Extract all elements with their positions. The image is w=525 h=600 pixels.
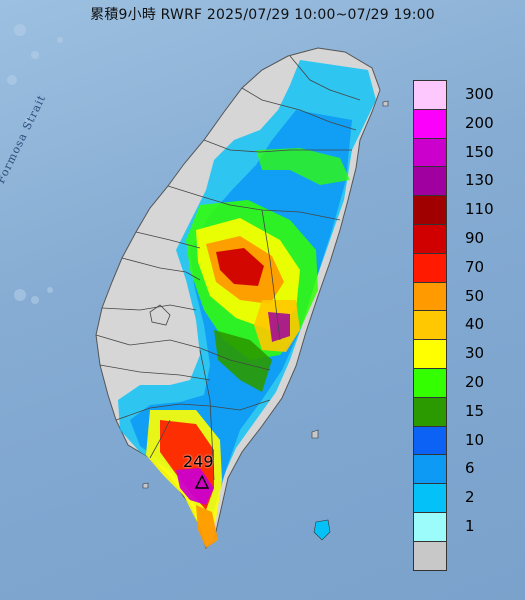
rain-area-south-orange: [196, 505, 218, 548]
legend-label: 90: [465, 229, 485, 247]
max-rainfall-marker-icon: [195, 475, 209, 489]
legend-swatch: [413, 310, 447, 341]
legend-swatch: [413, 195, 447, 225]
legend-label: 20: [465, 373, 485, 391]
sea-texture: [7, 24, 63, 304]
rain-area-south-200: [176, 468, 214, 505]
color-legend: [413, 80, 447, 571]
rain-area-15: [214, 330, 272, 392]
rain-area-70: [216, 248, 264, 286]
legend-swatch: [413, 396, 447, 427]
legend-swatch: [413, 368, 447, 398]
liuqiu-island: [142, 482, 149, 489]
legend-label: 40: [465, 315, 485, 334]
legend-swatch: [413, 224, 447, 254]
legend-swatch: [413, 425, 447, 456]
rain-area-north: [256, 148, 350, 185]
rain-field: [118, 60, 376, 548]
legend-label: 6: [465, 459, 475, 478]
legend-label: 10: [465, 430, 485, 449]
legend-label: 2: [465, 488, 475, 507]
rain-area-east-90: [268, 312, 290, 342]
legend-label: 150: [465, 142, 494, 161]
legend-swatch: [413, 252, 447, 283]
legend-label: 130: [465, 171, 494, 190]
county-borders: [95, 55, 361, 481]
legend-swatch: [413, 454, 447, 485]
offshore-islands: [142, 100, 389, 541]
legend-label: 300: [465, 85, 494, 103]
max-rainfall-value: 249: [183, 452, 214, 471]
orchid-island: [313, 519, 331, 541]
legend-label: 110: [465, 200, 494, 219]
legend-swatch: [413, 108, 447, 139]
legend-swatch: [413, 483, 447, 513]
legend-label: 1: [465, 517, 475, 535]
legend-swatch: [413, 137, 447, 168]
legend-label: 50: [465, 286, 485, 305]
legend-swatch: [413, 512, 447, 542]
green-island: [311, 429, 319, 439]
legend-swatch: [413, 339, 447, 369]
legend-label: 70: [465, 257, 485, 276]
legend-label: 200: [465, 113, 494, 132]
legend-swatch: [413, 281, 447, 312]
legend-label: 15: [465, 401, 485, 420]
legend-swatch: [413, 80, 447, 110]
map-title: 累積9小時 RWRF 2025/07/29 10:00~07/29 19:00: [90, 7, 435, 23]
legend-label: 30: [465, 344, 485, 363]
guishan-island: [382, 100, 389, 107]
legend-swatch: [413, 166, 447, 197]
legend-swatch: [413, 540, 447, 571]
